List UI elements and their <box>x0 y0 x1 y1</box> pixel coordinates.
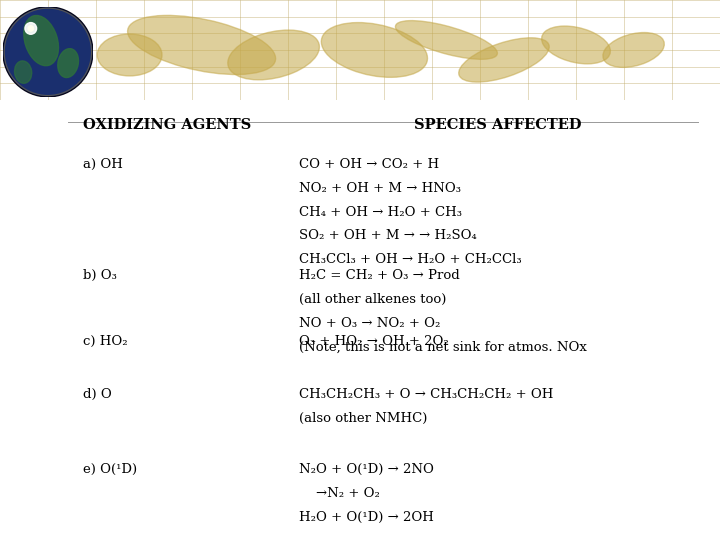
Text: CH₃CCl₃ + OH → H₂O + CH₂CCl₃: CH₃CCl₃ + OH → H₂O + CH₂CCl₃ <box>299 253 521 266</box>
Text: e) O(¹D): e) O(¹D) <box>83 463 137 476</box>
Text: NO₂ + OH + M → HNO₃: NO₂ + OH + M → HNO₃ <box>299 182 461 195</box>
Ellipse shape <box>14 61 32 83</box>
Text: d) O: d) O <box>83 388 112 401</box>
Text: CO + OH → CO₂ + H: CO + OH → CO₂ + H <box>299 158 439 171</box>
Text: SO₂ + OH + M → → H₂SO₄: SO₂ + OH + M → → H₂SO₄ <box>299 230 477 242</box>
Text: (Note, this is not a net sink for atmos. NOx: (Note, this is not a net sink for atmos.… <box>299 341 587 354</box>
Text: (all other alkenes too): (all other alkenes too) <box>299 293 446 306</box>
Text: N₂O + O(¹D) → 2NO: N₂O + O(¹D) → 2NO <box>299 463 433 476</box>
Ellipse shape <box>459 38 549 82</box>
Text: b) O₃: b) O₃ <box>83 269 117 282</box>
Ellipse shape <box>395 21 498 59</box>
Text: H₂O + O(¹D) → 2OH: H₂O + O(¹D) → 2OH <box>299 510 433 523</box>
Text: →N₂ + O₂: →N₂ + O₂ <box>299 487 379 500</box>
Ellipse shape <box>541 26 611 64</box>
Text: c) HO₂: c) HO₂ <box>83 335 127 348</box>
Ellipse shape <box>97 34 162 76</box>
Ellipse shape <box>58 49 78 78</box>
Text: O₃ + HO₂ → OH + 2O₂: O₃ + HO₂ → OH + 2O₂ <box>299 335 449 348</box>
Ellipse shape <box>228 30 320 80</box>
Ellipse shape <box>24 16 58 66</box>
Text: NO + O₃ → NO₂ + O₂: NO + O₃ → NO₂ + O₂ <box>299 317 440 330</box>
Circle shape <box>4 8 91 96</box>
Ellipse shape <box>127 16 276 75</box>
Circle shape <box>25 23 37 35</box>
Text: (also other NMHC): (also other NMHC) <box>299 412 427 425</box>
Text: H₂C = CH₂ + O₃ → Prod: H₂C = CH₂ + O₃ → Prod <box>299 269 459 282</box>
Ellipse shape <box>603 32 665 68</box>
Text: SPECIES AFFECTED: SPECIES AFFECTED <box>414 118 582 132</box>
Text: CH₄ + OH → H₂O + CH₃: CH₄ + OH → H₂O + CH₃ <box>299 206 462 219</box>
Circle shape <box>3 7 93 97</box>
Ellipse shape <box>321 23 428 77</box>
Text: a) OH: a) OH <box>83 158 122 171</box>
Text: CH₃CH₂CH₃ + O → CH₃CH₂CH₂ + OH: CH₃CH₂CH₃ + O → CH₃CH₂CH₂ + OH <box>299 388 553 401</box>
Circle shape <box>28 26 34 31</box>
Text: OXIDIZING AGENTS: OXIDIZING AGENTS <box>83 118 251 132</box>
